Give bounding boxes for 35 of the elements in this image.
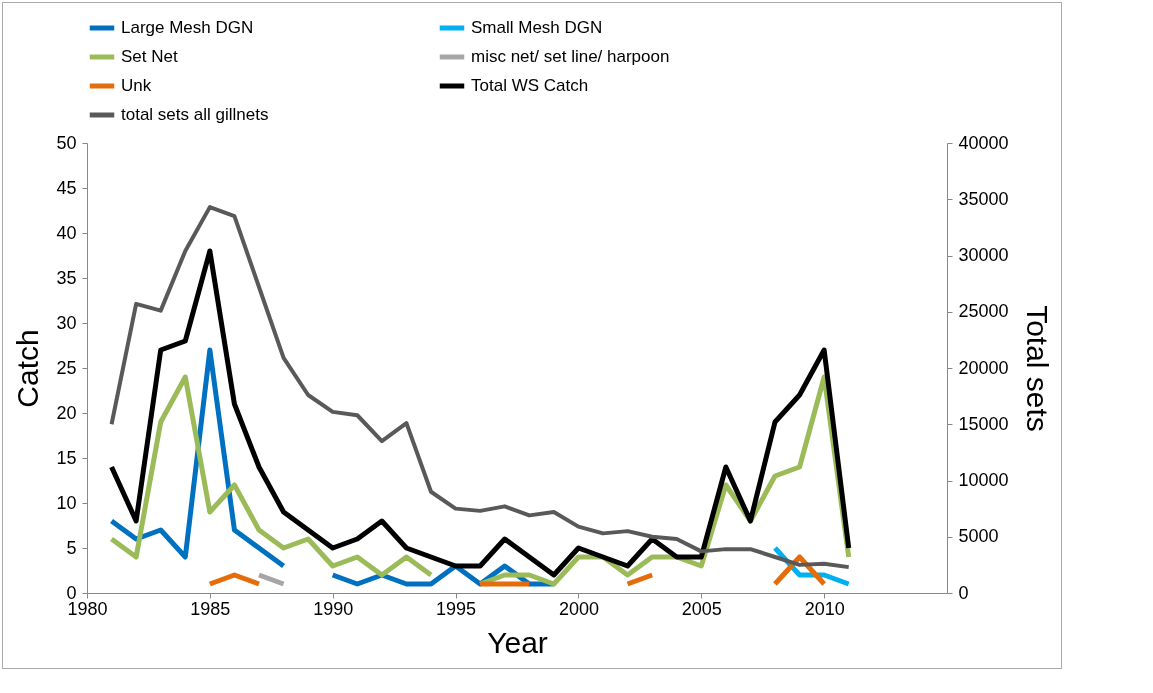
legend-label: Total WS Catch [471,76,589,95]
y-tick-label: 15 [56,447,77,468]
y2-tick-label: 10000 [958,470,1009,490]
x-tick-label: 1985 [190,598,231,619]
y-tick-label: 50 [56,132,77,153]
y2-tick-label: 5000 [958,526,999,547]
y-tick-label: 20 [56,402,77,423]
y2-tick-label: 35000 [958,188,1009,209]
y2-tick-label: 25000 [958,301,1009,322]
y-tick-label: 45 [56,177,77,198]
y2-tick-label: 40000 [958,132,1009,153]
legend-label: misc net/ set line/ harpoon [471,47,670,66]
y-tick-label: 5 [66,537,77,558]
legend-label: Set Net [121,47,178,66]
y2-tick-label: 20000 [958,357,1009,378]
x-tick-label: 1990 [313,598,354,619]
legend-label: total sets all gillnets [121,105,269,124]
x-tick-label: 1995 [436,598,477,619]
y2-tick-label: 0 [958,582,969,603]
legend-label: Small Mesh DGN [471,18,603,37]
y-tick-label: 30 [56,312,77,333]
legend-label: Unk [121,76,152,95]
legend-label: Large Mesh DGN [121,18,254,37]
y2-axis-title: Total sets [1020,305,1054,432]
x-tick-label: 2005 [681,598,722,619]
y2-tick-label: 30000 [958,245,1009,265]
x-axis-title: Year [487,625,548,659]
y-axis-title: Catch [11,329,45,408]
y-tick-label: 10 [56,492,77,513]
y2-tick-label: 15000 [958,413,1009,434]
y-tick-label: 35 [56,267,77,288]
x-tick-label: 2000 [558,598,599,619]
x-tick-label: 2010 [804,598,845,619]
y-tick-label: 40 [56,222,77,243]
y-tick-label: 25 [56,357,77,378]
